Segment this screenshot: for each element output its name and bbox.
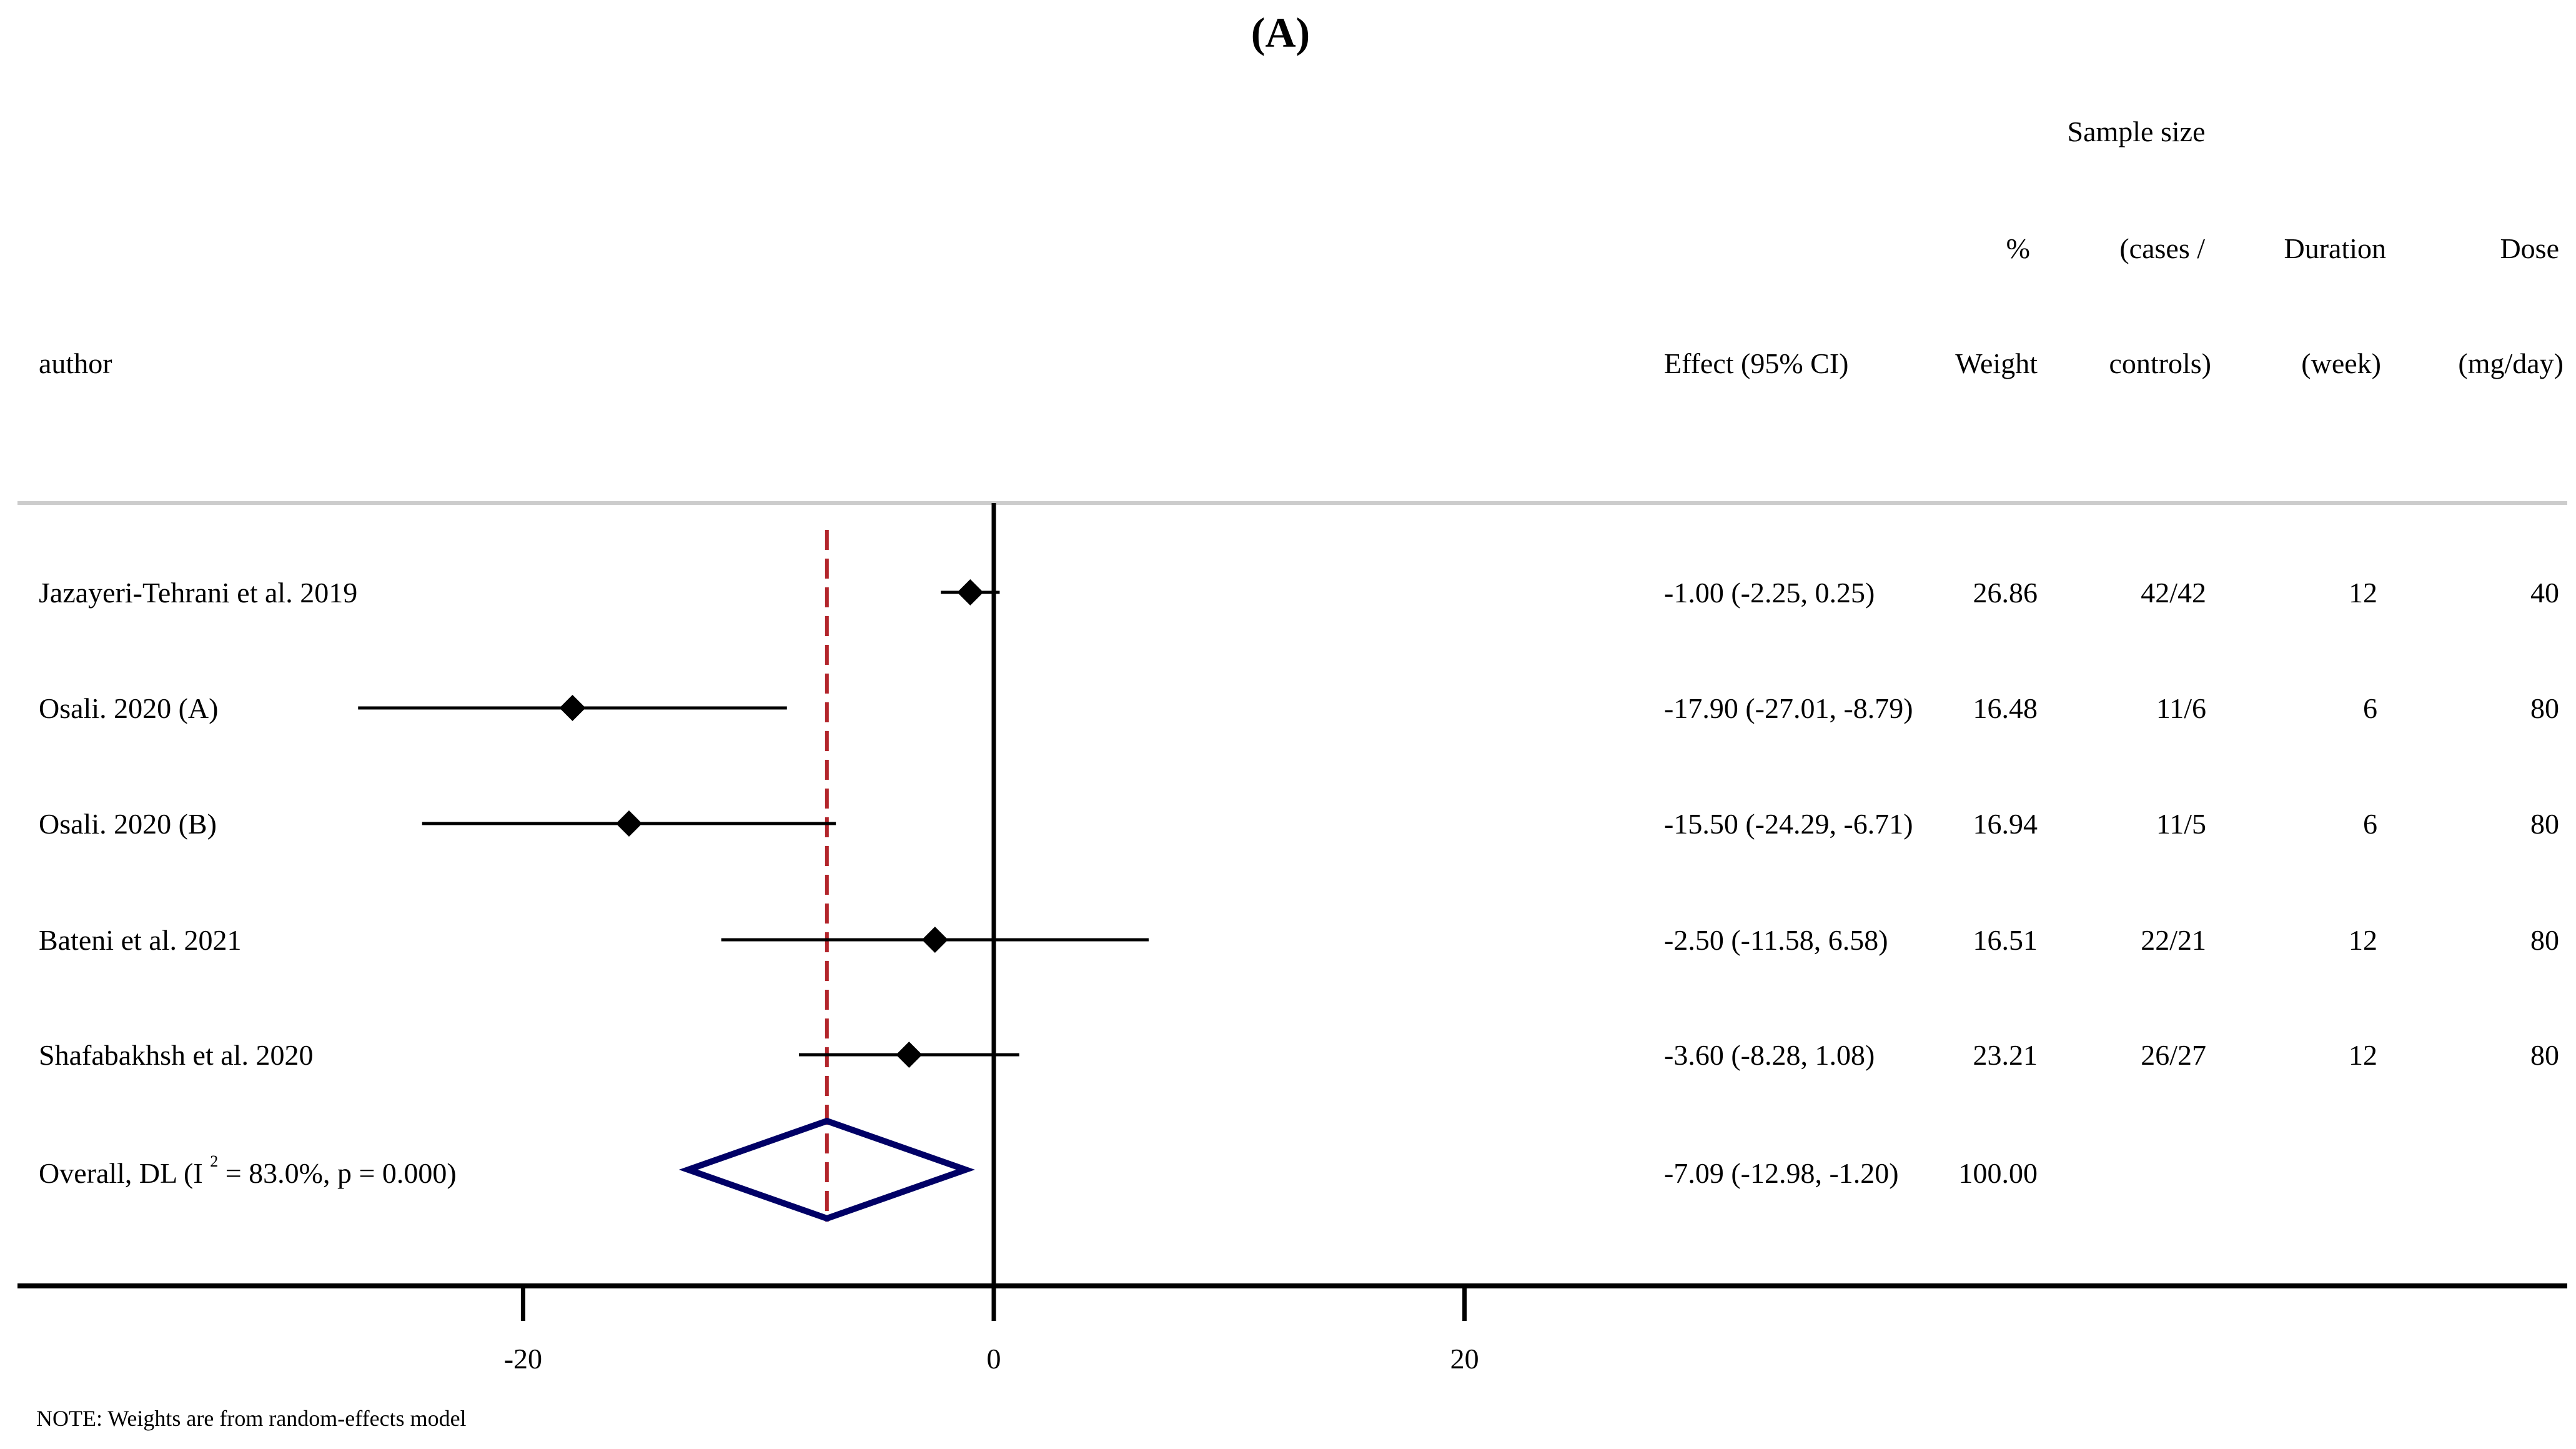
- study-row: Jazayeri-Tehrani et al. 2019 -1.00 (-2.25…: [39, 577, 2559, 609]
- overall-label-superscript: 2: [210, 1152, 218, 1170]
- study-sample-size: 42/42: [2141, 577, 2206, 609]
- overall-label-prefix: Overall, DL (I: [39, 1157, 203, 1189]
- study-dose: 80: [2530, 692, 2559, 724]
- study-row: Osali. 2020 (A) -17.90 (-27.01, -8.79) 16.…: [39, 692, 2559, 724]
- study-sample-size: 22/21: [2141, 924, 2206, 956]
- overall-weight: 100.00: [1959, 1157, 2038, 1189]
- x-tick-label: 0: [987, 1343, 1001, 1375]
- effect-marker: [896, 1042, 923, 1068]
- effect-marker: [921, 927, 948, 953]
- header-effect: Effect (95% CI): [1664, 347, 1848, 379]
- overall-diamond: [678, 1117, 975, 1222]
- effect-marker: [559, 695, 586, 721]
- header-mg-day: (mg/day): [2458, 347, 2564, 379]
- study-effect-text: -3.60 (-8.28, 1.08): [1664, 1039, 1875, 1071]
- study-dose: 40: [2530, 577, 2559, 609]
- study-sample-size: 11/5: [2156, 808, 2206, 840]
- header-controls: controls): [2109, 347, 2211, 379]
- weights-note: NOTE: Weights are from random-effects mo…: [36, 1406, 467, 1431]
- study-duration: 12: [2349, 577, 2377, 609]
- study-weight: 26.86: [1973, 577, 2038, 609]
- study-author: Osali. 2020 (B): [39, 808, 217, 840]
- study-author: Bateni et al. 2021: [39, 924, 241, 956]
- study-effect-text: -1.00 (-2.25, 0.25): [1664, 577, 1875, 609]
- study-author: Jazayeri-Tehrani et al. 2019: [39, 577, 357, 609]
- header-sample-size: Sample size: [2068, 116, 2206, 147]
- study-duration: 6: [2363, 808, 2377, 840]
- study-sample-size: 11/6: [2156, 692, 2206, 724]
- study-rows: Jazayeri-Tehrani et al. 2019 -1.00 (-2.25…: [39, 577, 2559, 1071]
- overall-effect-text: -7.09 (-12.98, -1.20): [1664, 1157, 1899, 1189]
- study-weight: 16.48: [1973, 692, 2038, 724]
- study-author: Shafabakhsh et al. 2020: [39, 1039, 313, 1071]
- overall-label: Overall, DL (I 2 = 83.0%, p = 0.000): [39, 1141, 457, 1189]
- study-effect-text: -2.50 (-11.58, 6.58): [1664, 924, 1888, 956]
- study-row: Osali. 2020 (B) -15.50 (-24.29, -6.71) 16.…: [39, 808, 2559, 840]
- x-axis-ticks: -20 0 20: [504, 1286, 1479, 1375]
- header-week: (week): [2301, 347, 2381, 379]
- study-effect-text: -15.50 (-24.29, -6.71): [1664, 808, 1913, 840]
- x-tick-label: 20: [1450, 1343, 1479, 1375]
- header-author: author: [39, 347, 112, 379]
- study-author: Osali. 2020 (A): [39, 692, 218, 724]
- study-row: Bateni et al. 2021 -2.50 (-11.58, 6.58) 16…: [39, 924, 2559, 956]
- study-weight: 23.21: [1973, 1039, 2038, 1071]
- header-weight: Weight: [1955, 347, 2038, 379]
- study-duration: 12: [2349, 924, 2377, 956]
- header-percent: %: [2006, 232, 2030, 264]
- study-weight: 16.51: [1973, 924, 2038, 956]
- study-duration: 6: [2363, 692, 2377, 724]
- study-dose: 80: [2530, 808, 2559, 840]
- study-duration: 12: [2349, 1039, 2377, 1071]
- effect-marker: [615, 810, 642, 837]
- header-cases: (cases /: [2119, 232, 2205, 264]
- study-row: Shafabakhsh et al. 2020 -3.60 (-8.28, 1.0…: [39, 1039, 2559, 1071]
- chart-title: (A): [1251, 9, 1310, 56]
- study-weight: 16.94: [1973, 808, 2038, 840]
- study-sample-size: 26/27: [2141, 1039, 2206, 1071]
- study-dose: 80: [2530, 1039, 2559, 1071]
- header-duration: Duration: [2284, 232, 2386, 264]
- effect-marker: [957, 579, 984, 605]
- study-effect-text: -17.90 (-27.01, -8.79): [1664, 692, 1913, 724]
- header-dose: Dose: [2500, 232, 2559, 264]
- x-tick-label: -20: [504, 1343, 542, 1375]
- study-dose: 80: [2530, 924, 2559, 956]
- overall-label-suffix: = 83.0%, p = 0.000): [225, 1157, 457, 1189]
